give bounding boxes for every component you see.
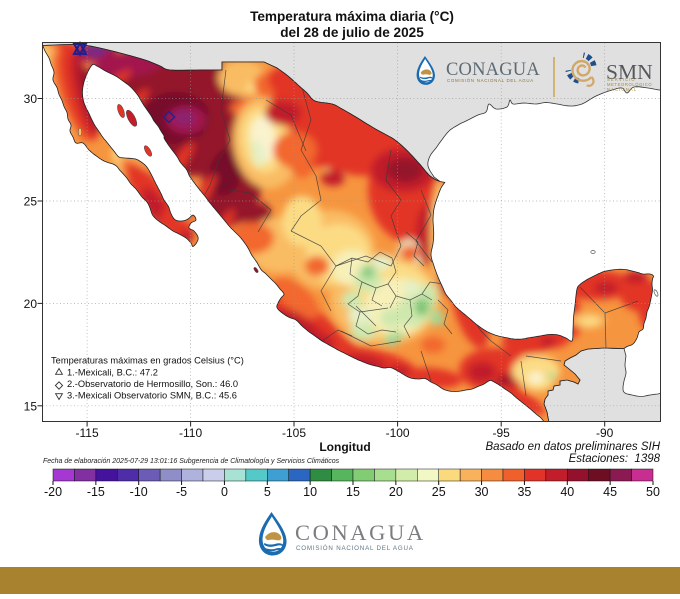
svg-text:45: 45: [603, 485, 617, 499]
svg-text:SERVICIO: SERVICIO: [607, 77, 636, 82]
svg-text:0: 0: [221, 485, 228, 499]
svg-text:30: 30: [24, 92, 38, 106]
svg-text:35: 35: [517, 485, 531, 499]
svg-text:3.-Mexicali Observatorio SMN,: 3.-Mexicali Observatorio SMN, B.C.: 45.6: [67, 391, 237, 401]
svg-text:CONAGUA: CONAGUA: [446, 60, 540, 80]
svg-text:40: 40: [560, 485, 574, 499]
svg-text:Temperatura máxima diaria (°C): Temperatura máxima diaria (°C): [250, 9, 454, 24]
svg-text:25: 25: [24, 195, 38, 209]
svg-text:20: 20: [389, 485, 403, 499]
svg-text:CONAGUA: CONAGUA: [295, 520, 426, 545]
svg-text:15: 15: [24, 399, 38, 413]
svg-text:Latitud: Latitud: [0, 212, 2, 252]
svg-text:-95: -95: [493, 426, 511, 440]
svg-text:15: 15: [346, 485, 360, 499]
svg-text:del 28 de julio de 2025: del 28 de julio de 2025: [280, 25, 424, 40]
svg-text:-115: -115: [76, 426, 99, 440]
svg-text:-100: -100: [386, 426, 410, 440]
svg-text:NACIONAL: NACIONAL: [607, 87, 637, 92]
svg-text:COMISIÓN NACIONAL DEL AGUA: COMISIÓN NACIONAL DEL AGUA: [447, 78, 534, 83]
svg-text:2.-Observatorio de Hermosillo,: 2.-Observatorio de Hermosillo, Son.: 46.…: [67, 379, 238, 389]
svg-text:-5: -5: [176, 485, 187, 499]
svg-text:COMISIÓN NACIONAL DEL AGUA: COMISIÓN NACIONAL DEL AGUA: [296, 545, 414, 552]
svg-text:-90: -90: [596, 426, 614, 440]
svg-text:SMN: SMN: [606, 60, 653, 84]
svg-text:5: 5: [264, 485, 271, 499]
svg-text:50: 50: [646, 485, 660, 499]
svg-text:1.-Mexicali, B.C.: 47.2: 1.-Mexicali, B.C.: 47.2: [67, 368, 158, 378]
svg-text:20: 20: [24, 297, 38, 311]
svg-text:10: 10: [303, 485, 317, 499]
svg-text:-105: -105: [282, 426, 306, 440]
svg-text:Basado en datos preliminares S: Basado en datos preliminares SIH: [485, 441, 660, 453]
svg-text:25: 25: [432, 485, 446, 499]
svg-text:30: 30: [475, 485, 489, 499]
svg-text:Longitud: Longitud: [319, 440, 370, 454]
svg-text:-110: -110: [179, 426, 202, 440]
svg-text:Fecha de elaboración 2025-07-2: Fecha de elaboración 2025-07-29 13:01:16…: [43, 458, 340, 465]
svg-text:METEOROLÓGICO: METEOROLÓGICO: [607, 82, 652, 87]
svg-text:Temperaturas máximas en grados: Temperaturas máximas en grados Celsius (…: [51, 356, 244, 366]
svg-text:-10: -10: [130, 485, 148, 499]
svg-text:-15: -15: [87, 485, 105, 499]
svg-text:Estaciones: 1398: Estaciones: 1398: [569, 453, 661, 465]
svg-text:-20: -20: [44, 485, 62, 499]
